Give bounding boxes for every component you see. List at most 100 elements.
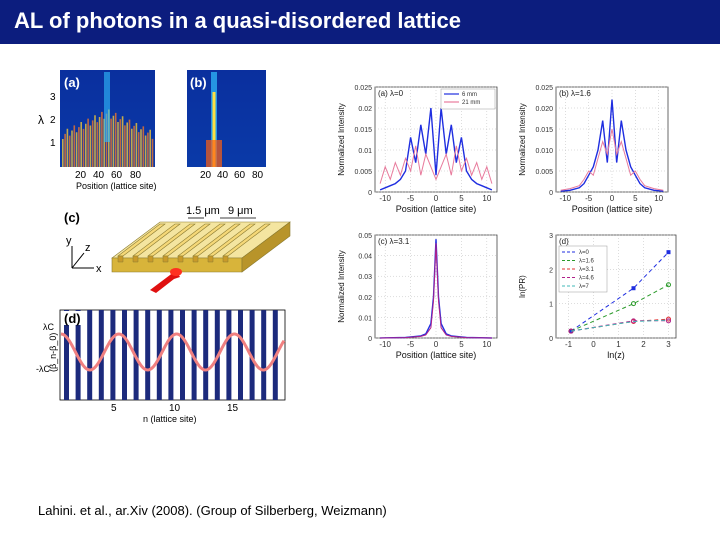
laser-spot	[170, 268, 182, 276]
data-point	[631, 301, 636, 307]
y-tick-label: 2	[549, 267, 553, 274]
heatmap-cell	[101, 111, 103, 167]
legend-entry: λ=1.6	[579, 259, 595, 265]
y-tick-label: 0.03	[358, 274, 372, 281]
waveguide-ridge-front	[117, 255, 124, 263]
x-tick-label: 10	[482, 194, 491, 203]
data-point	[666, 282, 671, 288]
x-axis-label: Position (lattice site)	[572, 204, 653, 214]
x-tick-label: 10	[654, 194, 663, 203]
panel-a-xlabel: Position (lattice site)	[76, 181, 157, 191]
panel-d-xtick: 5	[111, 403, 117, 414]
heatmap-cell	[131, 128, 133, 167]
panel-a-ylabel: λ	[38, 113, 44, 127]
y-tick-label: 0.02	[358, 295, 372, 302]
lattice-bar	[87, 310, 93, 400]
lattice-bar	[168, 310, 174, 400]
lattice-bar	[180, 310, 185, 400]
x-tick-label: -10	[379, 194, 391, 203]
heatmap-cell	[80, 122, 82, 167]
series-line	[570, 284, 669, 332]
panel-d-xtick: 10	[169, 403, 181, 414]
y-axis-label: Normalized Intensity	[518, 103, 527, 175]
x-tick-label: 2	[641, 340, 646, 349]
data-point	[666, 318, 671, 324]
lattice-bar	[238, 310, 243, 400]
x-tick-label: 5	[459, 340, 464, 349]
panel-d-cosine	[60, 332, 286, 372]
panel-a-xtick: 60	[111, 170, 123, 181]
x-tick-label: 0	[434, 194, 439, 203]
panel-c-dim1: 1.5 μm	[186, 205, 220, 217]
x-tick-label: -5	[407, 340, 415, 349]
y-axis-label: Normalized Intensity	[337, 250, 346, 322]
heatmap-cell	[137, 132, 140, 167]
slide-title: AL of photons in a quasi-disordered latt…	[14, 8, 461, 33]
heatmap-cell	[121, 116, 124, 167]
panel-a-xtick: 40	[93, 170, 105, 181]
data-point	[631, 286, 636, 291]
x-tick-label: -5	[585, 194, 593, 203]
lattice-bar	[203, 310, 209, 400]
heatmap-cell	[126, 122, 128, 167]
heatmap-cell	[114, 112, 117, 167]
legend: 6 mm 21 mm	[440, 88, 496, 110]
panel-a-xtick: 20	[75, 170, 87, 181]
panel-d-ytick: -λC	[36, 364, 50, 374]
y-tick-label: 0.02	[358, 106, 372, 113]
lattice-bar	[64, 310, 69, 400]
y-tick-label: 0.015	[354, 127, 372, 134]
substrate-side	[241, 221, 291, 273]
waveguide-ridge-front	[177, 255, 184, 263]
series-line	[380, 243, 492, 339]
panel-a-ytick: 3	[50, 92, 56, 103]
x-tick-label: 0	[591, 340, 596, 349]
panel-a-xtick: 80	[130, 170, 142, 181]
y-tick-label: 3	[549, 233, 553, 240]
chart-title: (c) λ=3.1	[378, 237, 410, 246]
panel-b-label: (b)	[190, 75, 207, 90]
heatmap-cell	[212, 92, 216, 167]
y-tick-label: 0.015	[535, 127, 553, 134]
axis-y-label: y	[66, 235, 72, 247]
heatmap-cell	[149, 129, 151, 167]
legend-entry: λ=0	[579, 250, 590, 256]
citation: Lahini. et al., ar.Xiv (2008). (Group of…	[38, 503, 387, 518]
lattice-bar	[145, 310, 151, 400]
legend-entry: 6 mm	[462, 92, 477, 98]
panel-d: (d) λC -λC (β_n-β_0) 5 10 15 n (lattice …	[36, 309, 286, 424]
y-axis-label: Normalized Intensity	[337, 103, 346, 175]
y-tick-label: 0.01	[358, 315, 372, 322]
heatmap-cell	[91, 120, 94, 167]
heatmap-cell	[117, 121, 119, 167]
x-tick-label: 5	[633, 194, 638, 203]
heatmap-cell	[124, 125, 126, 167]
heatmap-cell	[75, 132, 78, 167]
y-tick-label: 0.010	[535, 148, 553, 155]
lattice-bar	[110, 310, 116, 400]
lattice-bar	[122, 310, 127, 400]
heatmap-cell	[62, 139, 64, 167]
heatmap-cell	[73, 125, 76, 167]
y-tick-label: 0	[368, 336, 372, 343]
lattice-bar	[226, 310, 232, 400]
y-tick-label: 0.005	[535, 169, 553, 176]
heatmap-cell	[96, 122, 99, 167]
chart-title: (b) λ=1.6	[559, 89, 591, 98]
waveguide-ridge-front	[132, 255, 139, 263]
heatmap-cell	[103, 118, 105, 167]
lattice-bar	[261, 310, 267, 400]
series-line	[560, 128, 664, 191]
legend-entry: λ=7	[579, 284, 590, 290]
panel-d-xlabel: n (lattice site)	[143, 414, 197, 424]
data-point	[666, 250, 671, 255]
panel-b-xtick: 40	[217, 170, 229, 181]
panel-b-xtick: 80	[252, 170, 264, 181]
series-line	[379, 145, 493, 184]
heatmap-cell	[135, 122, 138, 167]
laser-beam-icon	[150, 270, 180, 293]
heatmap-cell	[64, 133, 66, 167]
x-tick-label: 1	[616, 340, 621, 349]
heatmap-cell	[142, 126, 145, 167]
